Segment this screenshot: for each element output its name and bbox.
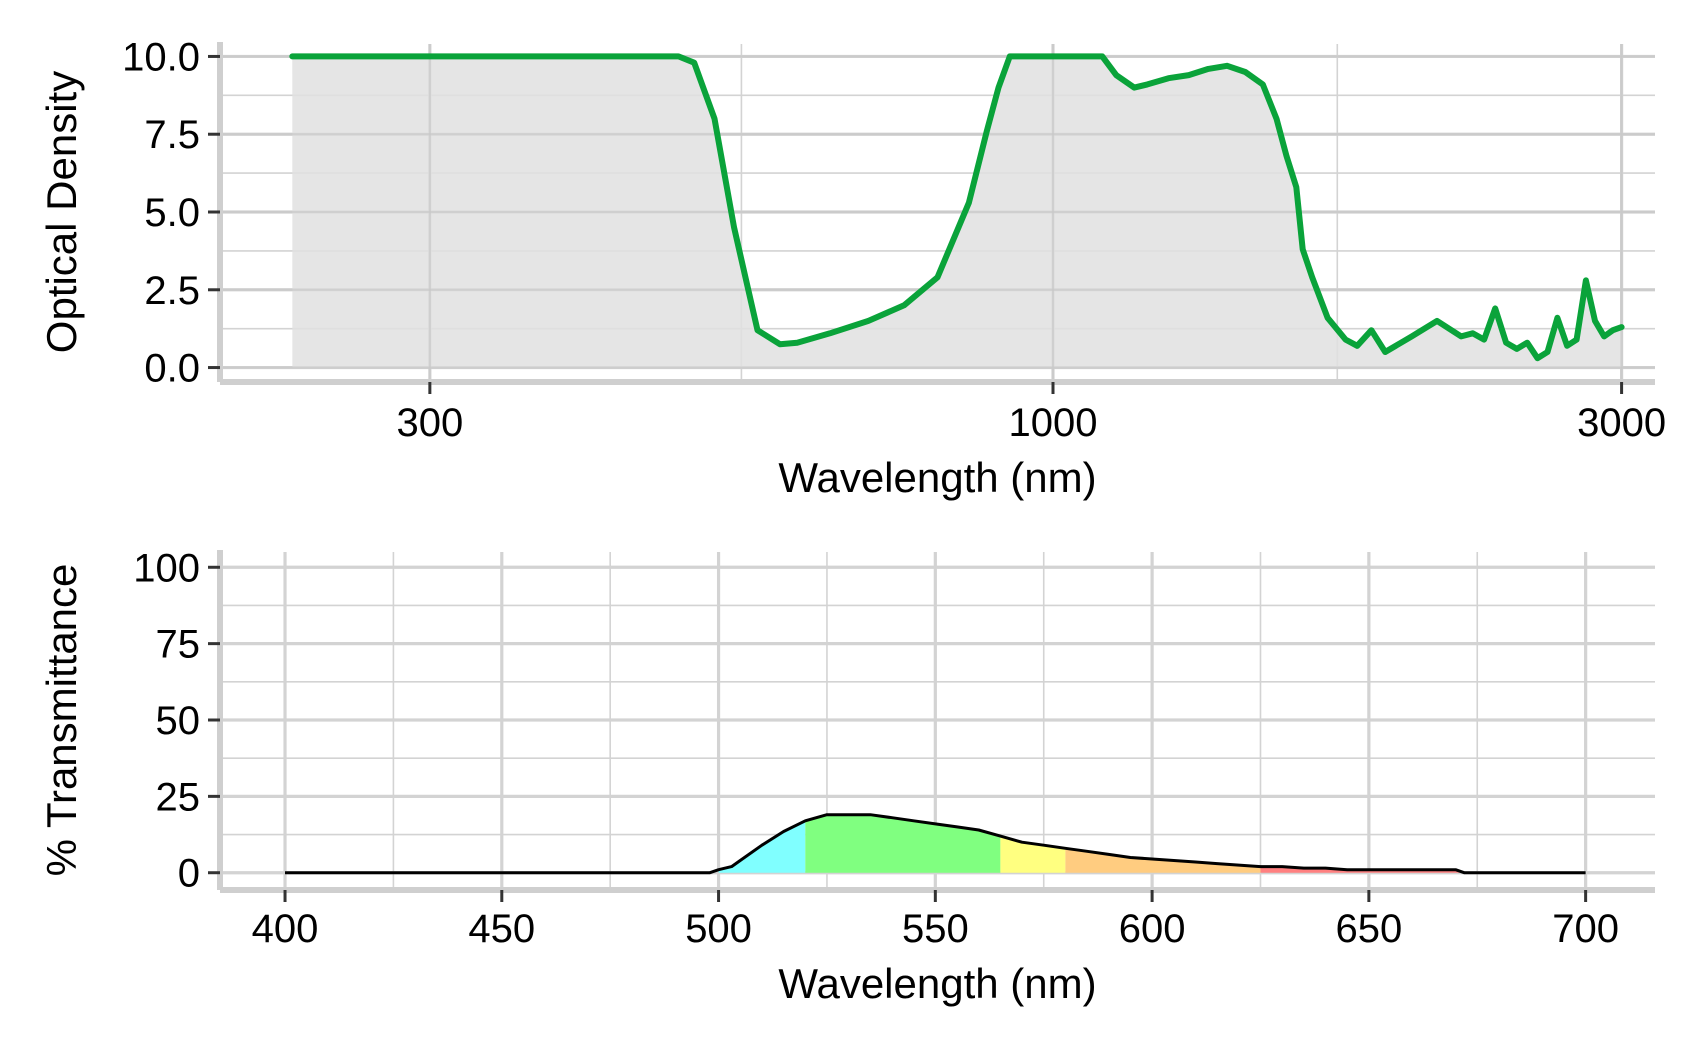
x-tick-label: 300 [396,401,463,445]
y-axis-title: Optical Density [38,71,85,353]
x-axis-title: Wavelength (nm) [778,960,1096,1007]
x-tick-label: 600 [1119,907,1186,951]
y-tick-label: 50 [156,699,201,743]
x-tick-label: 650 [1335,907,1402,951]
x-tick-label: 3000 [1577,401,1666,445]
y-tick-label: 2.5 [144,269,200,313]
od-series-line [289,53,1625,362]
y-tick-label: 0 [178,852,200,896]
transmittance-series-line [285,813,1586,875]
x-tick-label: 700 [1552,907,1619,951]
y-tick-label: 75 [156,623,201,667]
spectral-band [805,814,1001,873]
x-tick-label: 1000 [1008,401,1097,445]
spectral-band [1260,866,1586,873]
y-tick-label: 5.0 [144,191,200,235]
x-tick-label: 550 [902,907,969,951]
y-axis-title: % Transmittance [38,564,85,877]
optical-density-panel: 0.0 2.5 5.0 7.5 10.0 300 1000 3000 Wavelength (n… [38,35,1666,501]
x-tick-label: 500 [685,907,752,951]
spectral-band [1000,836,1066,873]
y-tick-label: 7.5 [144,113,200,157]
x-tick-label: 400 [252,907,319,951]
transmittance-panel: 0 25 50 75 100 400 450 500 550 600 650 700 Wavelengt… [38,546,1655,1007]
x-tick-label: 450 [468,907,535,951]
y-tick-label: 100 [133,546,200,590]
x-axis-title: Wavelength (nm) [778,454,1096,501]
y-tick-label: 10.0 [122,35,200,79]
y-tick-label: 0.0 [144,347,200,391]
y-tick-label: 25 [156,775,201,819]
